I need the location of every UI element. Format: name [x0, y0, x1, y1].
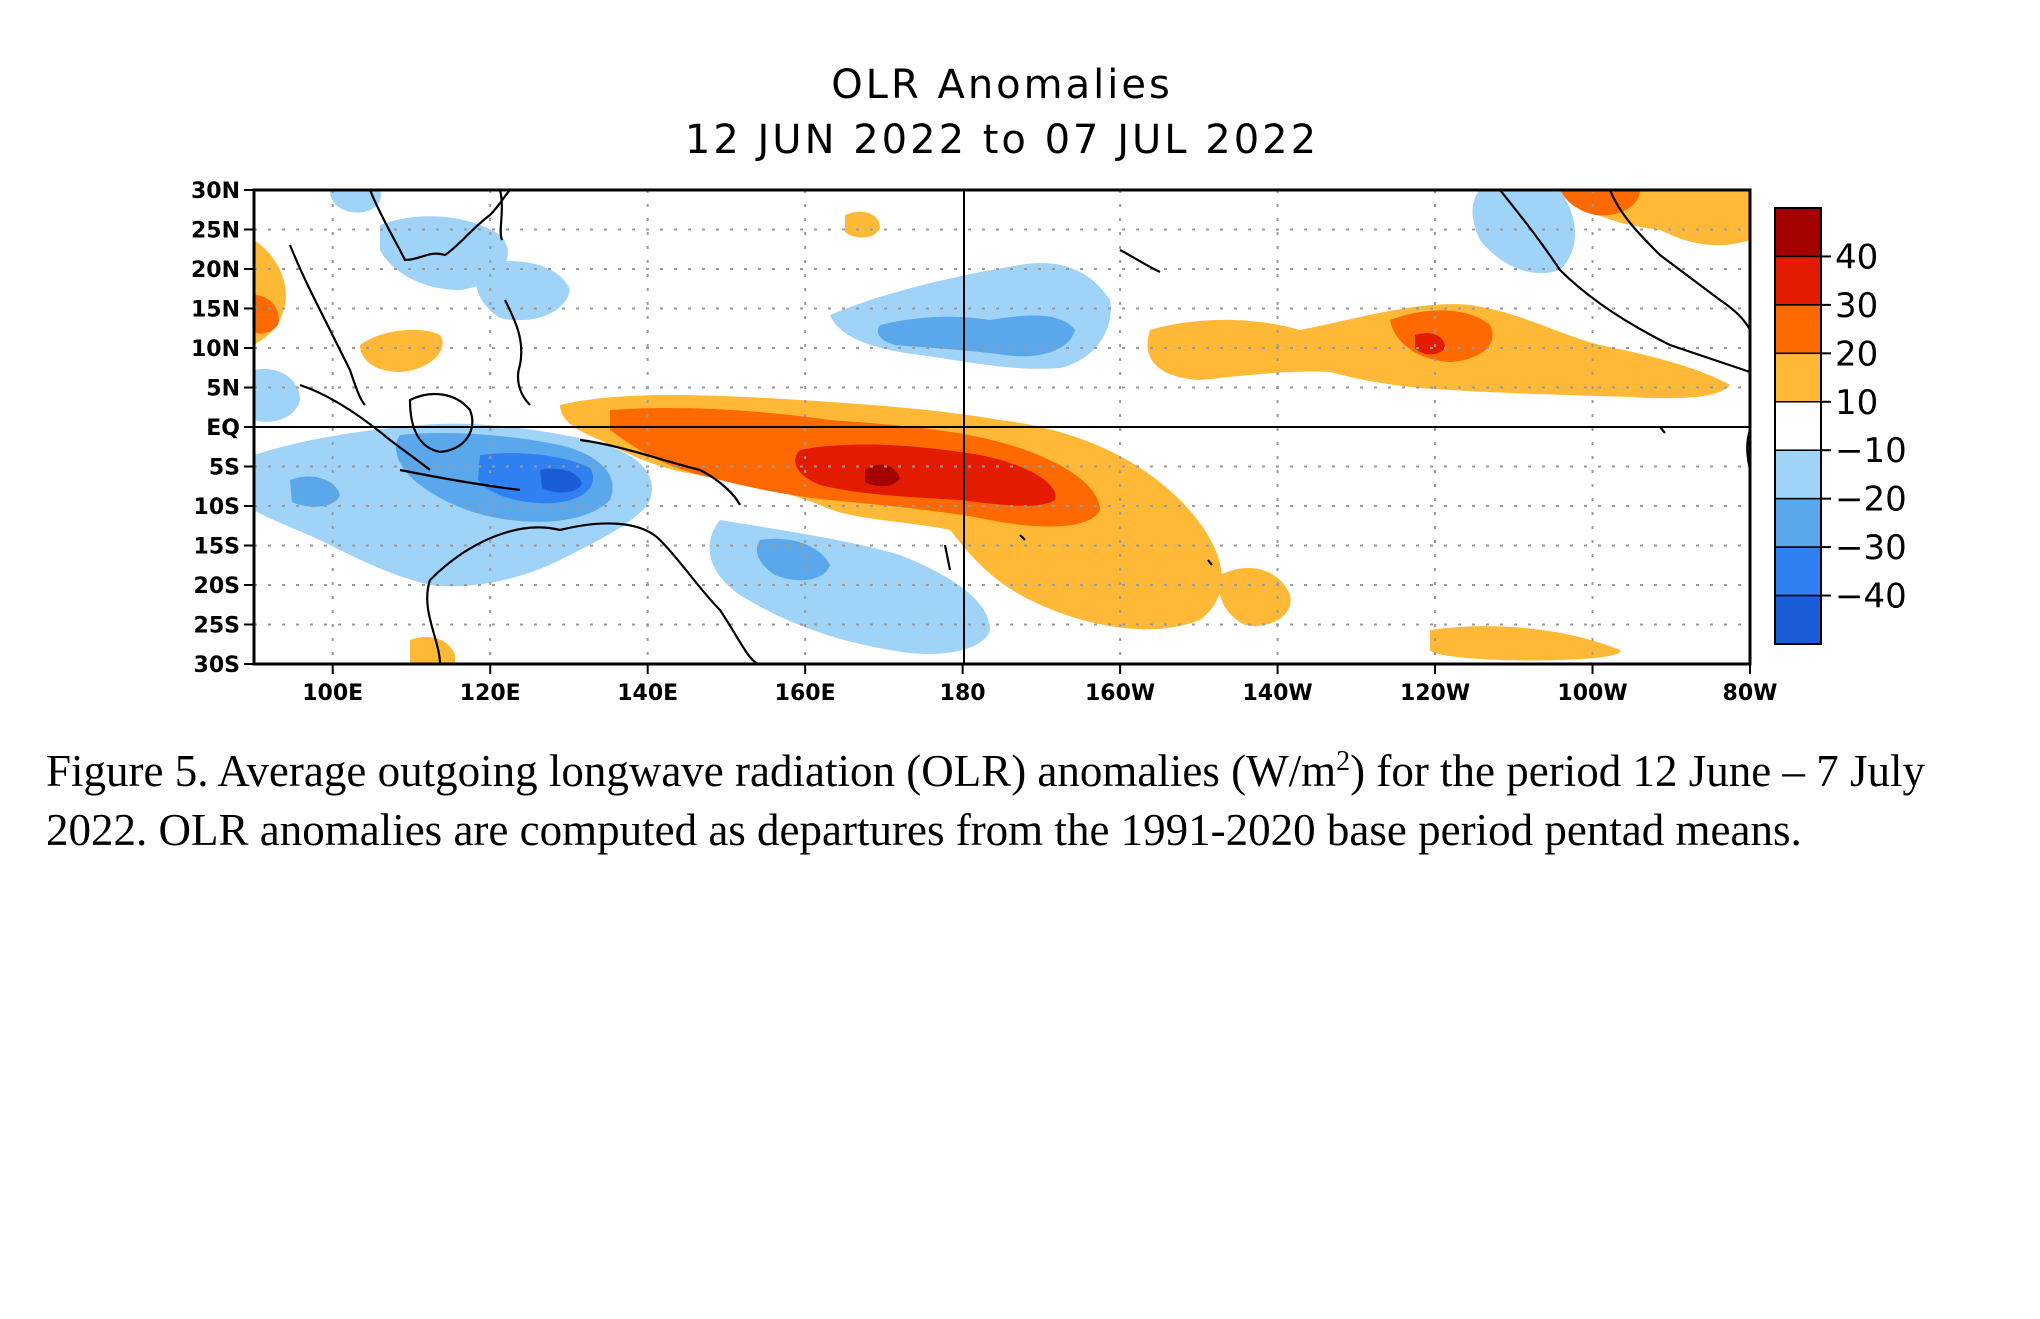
positive-anomaly-far-south-east	[1430, 626, 1621, 661]
lat-tick-label: 10N	[191, 337, 240, 362]
lat-tick-label: 15S	[194, 535, 240, 560]
coast-java	[399, 468, 521, 492]
coast-borneo	[408, 393, 474, 454]
legend-swatch	[1774, 546, 1822, 597]
coast-mexico-gulf	[1608, 190, 1750, 331]
positive-anomaly-maritime-north	[360, 329, 443, 372]
negative-anomaly-gulf-of-mexico	[1472, 190, 1575, 274]
negative-anomaly-philippines	[476, 261, 570, 321]
negative-anomaly-west-20	[290, 476, 340, 507]
chart-title-line1: OLR Anomalies	[831, 62, 1173, 108]
coast-taiwan-japan	[498, 190, 504, 241]
color-legend: 40 30 20 10 −10 −20 −30 −40	[1774, 207, 1907, 645]
legend-swatch	[1774, 594, 1822, 645]
coast-philippines	[504, 299, 531, 406]
lat-tick-label: 20N	[191, 258, 240, 283]
legend-label: 40	[1835, 237, 1878, 277]
lon-tick-label: 120E	[460, 681, 521, 706]
coast-central-america	[1499, 190, 1750, 374]
anomaly-shading	[254, 190, 1750, 664]
legend-swatch	[1774, 449, 1822, 500]
lon-tick-label: 80W	[1723, 681, 1778, 706]
lat-tick-label: 20S	[194, 574, 240, 599]
caption-text-part1: Figure 5. Average outgoing longwave radi…	[46, 746, 1337, 796]
legend-swatch	[1774, 352, 1822, 403]
coast-australia	[426, 522, 761, 664]
latitude-axis: 30N 25N 20N 15N 10N 5N EQ 5S 10S 15S 20S 25S 30S	[191, 179, 254, 678]
coastlines	[288, 190, 1750, 664]
coast-south-china	[368, 190, 511, 262]
legend-label: −20	[1835, 480, 1907, 520]
negative-anomaly-maritime-40	[540, 468, 582, 493]
negative-anomaly-west-edge	[254, 369, 300, 422]
positive-anomaly-core-40	[865, 464, 900, 487]
positive-anomaly-core-30	[795, 444, 1056, 506]
legend-label: 10	[1835, 383, 1878, 423]
legend-swatch	[1774, 207, 1822, 258]
lat-tick-label: 10S	[194, 495, 240, 520]
grid-lines	[254, 190, 1750, 664]
legend-label: −40	[1835, 577, 1907, 617]
legend-frame	[1774, 207, 1822, 645]
coast-islands-pacific	[943, 426, 1666, 571]
legend-swatch	[1774, 401, 1822, 451]
negative-anomaly-coral-sea-20	[756, 538, 830, 581]
lat-tick-label: 15N	[191, 298, 240, 323]
lat-tick-label: 30N	[191, 179, 240, 204]
legend-swatch	[1774, 304, 1822, 355]
negative-anomaly-nw-pacific-20	[877, 315, 1075, 357]
coast-hawaii	[1119, 249, 1161, 273]
positive-anomaly-sw-australia	[410, 636, 455, 664]
lon-tick-label: 120W	[1400, 681, 1470, 706]
lat-tick-label: 5N	[206, 377, 240, 402]
negative-anomaly-bay-of-bengal	[330, 190, 381, 213]
lon-tick-label: 160W	[1085, 681, 1155, 706]
lat-tick-label: EQ	[206, 416, 240, 441]
lon-tick-label: 140W	[1242, 681, 1312, 706]
caption-superscript: 2	[1336, 746, 1351, 777]
legend-swatch	[1774, 497, 1822, 548]
legend-swatch	[1774, 255, 1822, 306]
coast-sumatra	[299, 383, 431, 471]
lon-tick-label: 160E	[775, 681, 836, 706]
coast-new-guinea	[579, 438, 741, 506]
legend-label: 30	[1835, 286, 1878, 326]
lat-tick-label: 5S	[209, 456, 240, 481]
lat-tick-label: 25S	[194, 614, 240, 639]
positive-anomaly-south-east-pacific	[1218, 567, 1291, 626]
figure-caption: Figure 5. Average outgoing longwave radi…	[46, 742, 2006, 860]
legend-label: −10	[1835, 431, 1907, 471]
lon-tick-label: 100E	[302, 681, 363, 706]
positive-anomaly-itcz-30	[1415, 333, 1445, 355]
olr-anomaly-map: OLR Anomalies 12 JUN 2022 to 07 JUL 2022	[191, 62, 1907, 706]
negative-anomaly-south-china	[380, 216, 508, 290]
positive-anomaly-west-edge-20	[254, 295, 279, 334]
lon-tick-label: 100W	[1557, 681, 1627, 706]
caption-text-part2: ) for the period 12 June – 7 July 2022. …	[46, 746, 1925, 855]
positive-anomaly-itcz-20	[1390, 310, 1493, 362]
coast-indochina	[288, 244, 366, 406]
lon-tick-label: 180	[940, 681, 986, 706]
legend-label: 20	[1835, 334, 1878, 374]
positive-anomaly-subtropics	[845, 211, 880, 238]
lat-tick-label: 30S	[194, 653, 240, 678]
chart-title-line2: 12 JUN 2022 to 07 JUL 2022	[685, 117, 1319, 163]
legend-label: −30	[1835, 528, 1907, 568]
lon-tick-label: 140E	[617, 681, 678, 706]
lat-tick-label: 25N	[191, 219, 240, 244]
longitude-axis: 100E 120E 140E 160E 180 160W 140W 120W 100W 80W	[302, 664, 1777, 706]
